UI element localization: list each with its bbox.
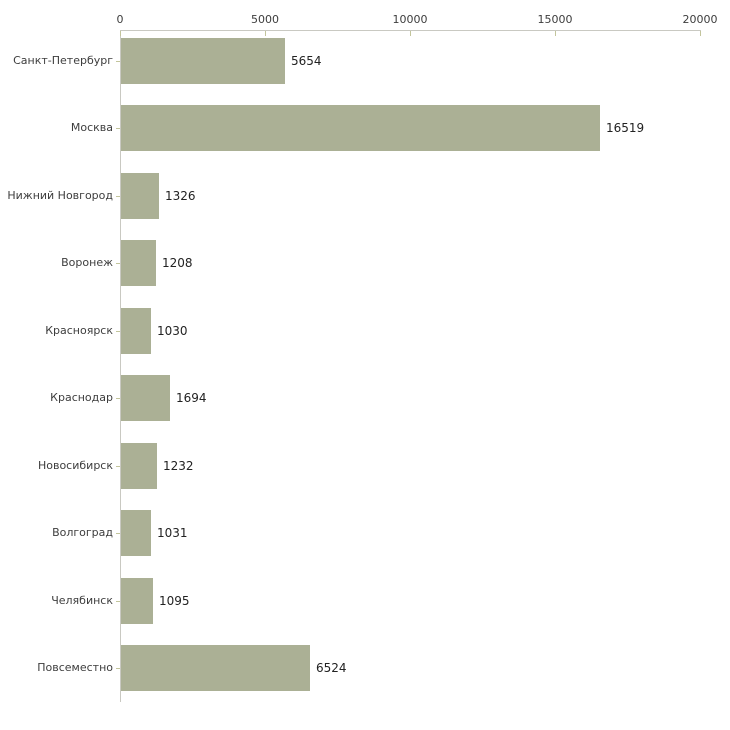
- category-tick-mark: [116, 466, 120, 467]
- value-label: 5654: [291, 54, 322, 68]
- category-tick-mark: [116, 263, 120, 264]
- bar: [121, 510, 151, 556]
- x-axis-tick-label: 10000: [392, 13, 428, 26]
- y-axis-line: [120, 30, 121, 702]
- value-label: 1326: [165, 189, 196, 203]
- category-label: Санкт-Петербург: [13, 54, 113, 67]
- bar: [121, 375, 170, 421]
- category-tick-mark: [116, 331, 120, 332]
- value-label: 6524: [316, 661, 347, 675]
- x-axis-tick-label: 20000: [682, 13, 718, 26]
- value-label: 16519: [606, 121, 645, 135]
- bar: [121, 38, 285, 84]
- x-axis-tick-label: 5000: [251, 13, 279, 26]
- category-label: Краснодар: [50, 391, 113, 404]
- category-label: Повсеместно: [37, 661, 113, 674]
- category-tick-mark: [116, 533, 120, 534]
- value-label: 1095: [159, 594, 190, 608]
- category-tick-mark: [116, 398, 120, 399]
- x-axis-line: [120, 30, 701, 31]
- bar: [121, 105, 600, 151]
- bar: [121, 645, 310, 691]
- x-axis-tick-mark: [120, 31, 121, 36]
- bar: [121, 578, 153, 624]
- category-label: Москва: [70, 121, 113, 134]
- category-label: Челябинск: [51, 594, 113, 607]
- x-axis-tick-mark: [410, 31, 411, 36]
- category-tick-mark: [116, 128, 120, 129]
- bar: [121, 240, 156, 286]
- value-label: 1030: [157, 324, 188, 338]
- category-label: Новосибирск: [37, 459, 113, 472]
- category-label: Воронеж: [61, 256, 113, 269]
- value-label: 1232: [163, 459, 194, 473]
- value-label: 1031: [157, 526, 188, 540]
- category-tick-mark: [116, 61, 120, 62]
- x-axis-tick-mark: [555, 31, 556, 36]
- bar: [121, 173, 159, 219]
- category-tick-mark: [116, 196, 120, 197]
- bar: [121, 443, 157, 489]
- category-tick-mark: [116, 601, 120, 602]
- bar: [121, 308, 151, 354]
- x-axis-tick-mark: [700, 31, 701, 36]
- value-label: 1208: [162, 256, 193, 270]
- category-label: Волгоград: [52, 526, 113, 539]
- value-label: 1694: [176, 391, 207, 405]
- category-label: Красноярск: [45, 324, 113, 337]
- x-axis-tick-mark: [265, 31, 266, 36]
- category-tick-mark: [116, 668, 120, 669]
- category-label: Нижний Новгород: [7, 189, 113, 202]
- x-axis-tick-label: 15000: [537, 13, 573, 26]
- x-axis-tick-label: 0: [116, 13, 124, 26]
